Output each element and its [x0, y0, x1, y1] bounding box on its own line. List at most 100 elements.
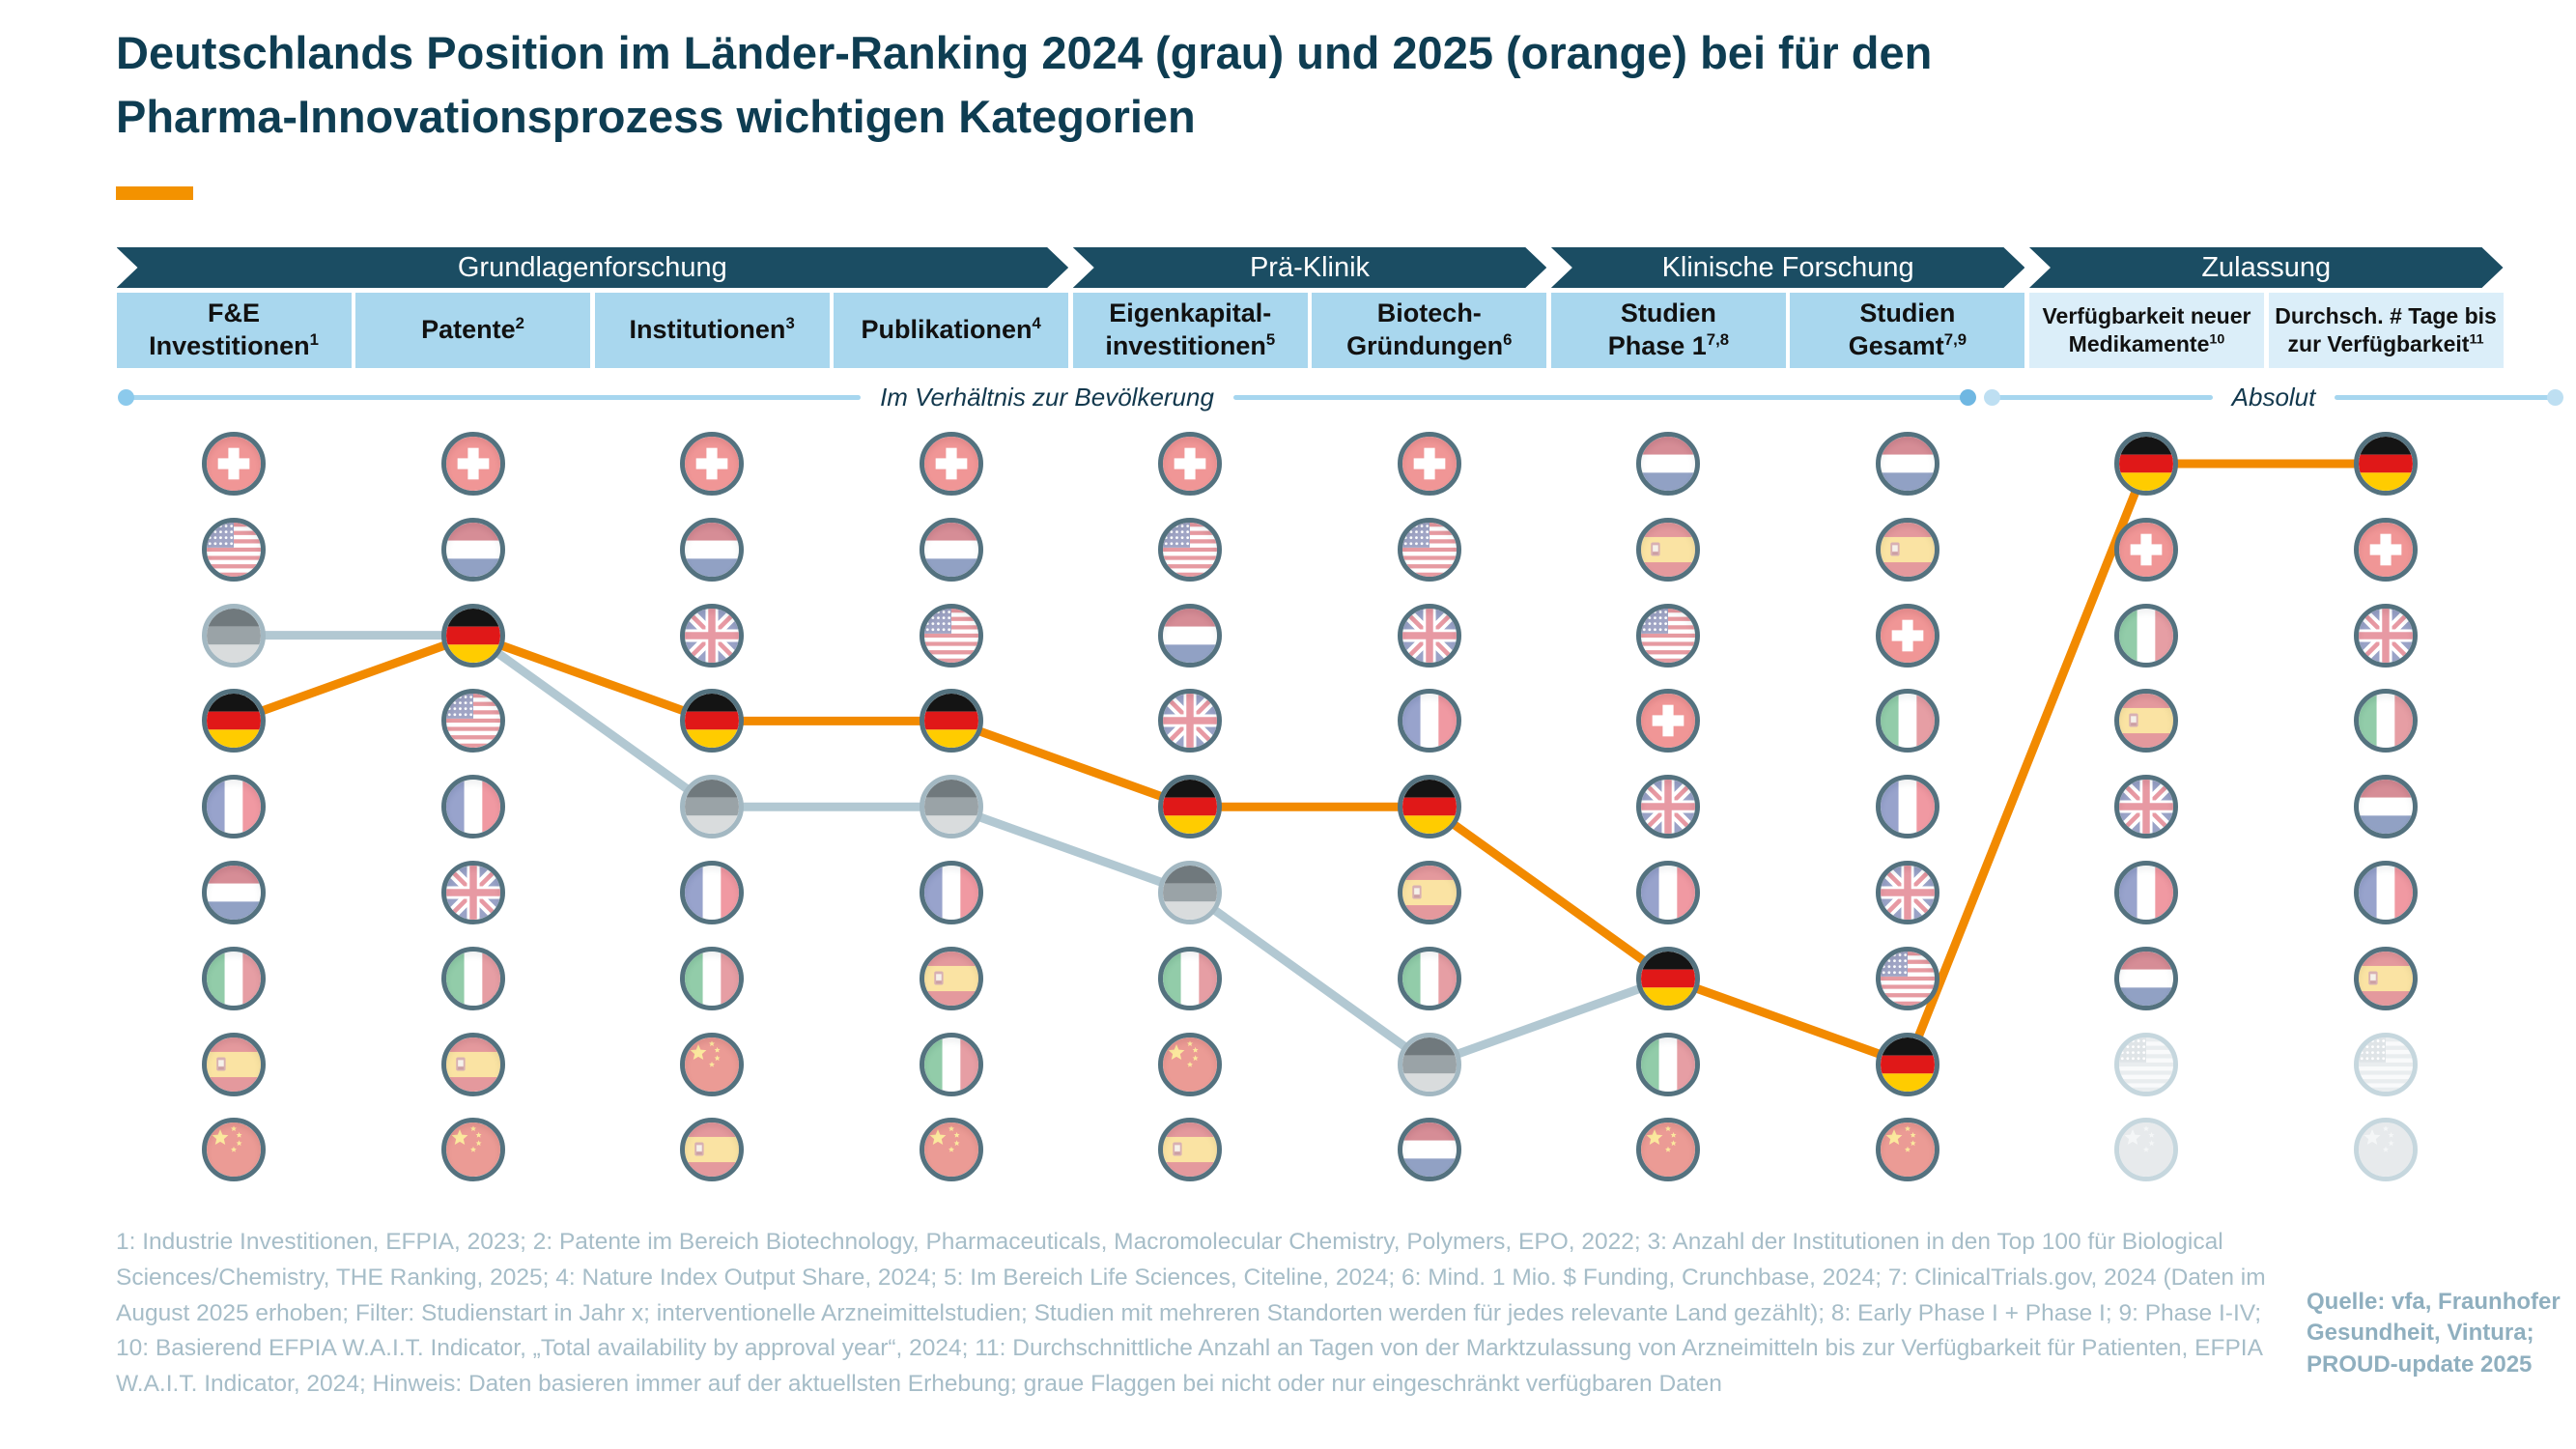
flag-it-rank7 — [680, 946, 745, 1010]
flag-de-gray-rank8 — [1397, 1032, 1461, 1096]
flag-nl-rank3 — [1158, 603, 1223, 668]
flag-de-rank1 — [2114, 432, 2179, 496]
category-header-line: Investitionen1 — [149, 330, 319, 360]
flag-es-rank2 — [1875, 517, 1939, 582]
flag-us-rank3 — [1636, 603, 1701, 668]
flag-art-fr — [2359, 866, 2414, 920]
flag-art-es — [923, 951, 978, 1006]
flag-cn-gray-rank9 — [2114, 1118, 2179, 1182]
flag-art-us — [1880, 951, 1935, 1006]
germany-2025-line — [229, 459, 2391, 1069]
flag-it-rank7 — [1158, 946, 1223, 1010]
flag-art-uk — [1401, 608, 1457, 663]
flag-it-rank7 — [1397, 946, 1461, 1010]
flag-nl-rank5 — [2354, 775, 2419, 839]
flag-art-us_gray — [2359, 1037, 2414, 1092]
flag-art-cn — [1163, 1037, 1218, 1092]
divider-dot-icon — [1984, 389, 2000, 406]
page-title-line2: Pharma-Innovationsprozess wichtigen Kate… — [116, 90, 1196, 142]
flag-de-gray-rank3 — [202, 603, 266, 668]
page-title-line1: Deutschlands Position im Länder-Ranking … — [116, 27, 1933, 78]
flag-art-it — [923, 1037, 978, 1092]
scale-divider-absolute: Absolut — [1984, 383, 2563, 412]
flag-art-ch — [2119, 522, 2174, 577]
flag-art-it — [2359, 694, 2414, 749]
flag-art-uk — [2359, 608, 2414, 663]
category-header-line: Studien — [1859, 298, 1956, 328]
flag-art-de — [2119, 437, 2174, 491]
flag-art-fr — [1641, 866, 1696, 920]
flag-art-es — [1163, 1122, 1218, 1178]
flag-es-rank9 — [1158, 1118, 1223, 1182]
flag-cn-rank9 — [1636, 1118, 1701, 1182]
source-credit: Quelle: vfa, Fraunhofer Gesundheit, Vint… — [2307, 1287, 2572, 1380]
divider-line — [2335, 394, 2561, 400]
flag-cn-rank9 — [202, 1118, 266, 1182]
flag-ch-rank2 — [2114, 517, 2179, 582]
flag-art-es — [2359, 951, 2414, 1006]
flag-nl-rank7 — [2114, 946, 2179, 1010]
flag-art-es — [1880, 522, 1935, 577]
flag-ch-rank1 — [202, 432, 266, 496]
flag-it-rank4 — [1875, 689, 1939, 753]
phase-arrow-3: Klinische Forschung — [1551, 247, 2025, 288]
flag-art-uk — [685, 608, 740, 663]
divider-line — [1988, 394, 2213, 400]
flag-art-uk — [1880, 866, 1935, 920]
flag-fr-rank5 — [1875, 775, 1939, 839]
category-header-line: Gründungen6 — [1346, 330, 1513, 360]
flag-art-nl — [445, 522, 500, 577]
category-header-5: Eigenkapital-investitionen5 — [1072, 293, 1308, 368]
flag-de-rank4 — [919, 689, 983, 753]
flag-nl-rank1 — [1636, 432, 1701, 496]
flag-art-de — [207, 694, 261, 749]
flag-art-de_gray — [1401, 1037, 1457, 1092]
flag-art-it — [2119, 608, 2174, 663]
flag-cn-gray-rank9 — [2354, 1118, 2419, 1182]
flag-art-nl — [2119, 951, 2174, 1006]
category-header-2: Patente2 — [355, 293, 591, 368]
flag-art-es — [1401, 866, 1457, 920]
flag-art-ch — [923, 437, 978, 491]
flag-art-cn — [207, 1122, 261, 1178]
flag-art-nl — [1163, 608, 1218, 663]
flag-it-rank4 — [2354, 689, 2419, 753]
flag-art-cn_gray — [2119, 1122, 2174, 1178]
flag-art-de_gray — [685, 780, 740, 835]
flag-art-fr — [2119, 866, 2174, 920]
flag-art-de — [923, 694, 978, 749]
category-header-line: Studien — [1620, 298, 1716, 328]
flag-art-us — [1163, 522, 1218, 577]
flag-art-uk — [1163, 694, 1218, 749]
flag-art-de — [2359, 437, 2414, 491]
flag-us-rank4 — [440, 689, 505, 753]
flag-de-rank8 — [1875, 1032, 1939, 1096]
flag-es-rank9 — [680, 1118, 745, 1182]
category-header-6: Biotech- Gründungen6 — [1312, 293, 1547, 368]
flag-art-nl — [685, 522, 740, 577]
flag-art-us — [1641, 608, 1696, 663]
flag-de-rank3 — [440, 603, 505, 668]
flag-art-de_gray — [1163, 866, 1218, 920]
category-header-10: Durchsch. # Tage bis zur Verfügbarkeit11 — [2268, 293, 2504, 368]
category-header-1: F&E Investitionen1 — [116, 293, 352, 368]
flag-de-gray-rank6 — [1158, 861, 1223, 924]
flag-us-rank3 — [919, 603, 983, 668]
flag-art-uk — [1641, 780, 1696, 835]
flag-art-us_gray — [2119, 1037, 2174, 1092]
flag-nl-rank1 — [1875, 432, 1939, 496]
category-header-line: Gesamt7,9 — [1848, 330, 1967, 360]
flag-es-rank2 — [1636, 517, 1701, 582]
flag-art-es — [2119, 694, 2174, 749]
category-header-3: Institutionen3 — [594, 293, 830, 368]
flag-us-rank2 — [202, 517, 266, 582]
flag-art-de — [1880, 1037, 1935, 1092]
flag-art-es — [1641, 522, 1696, 577]
flag-art-de — [1641, 951, 1696, 1006]
flag-art-nl — [923, 522, 978, 577]
flag-de-rank5 — [1158, 775, 1223, 839]
flag-art-es — [445, 1037, 500, 1092]
flag-nl-rank2 — [680, 517, 745, 582]
flag-art-fr — [1401, 694, 1457, 749]
flag-cn-rank8 — [680, 1032, 745, 1096]
